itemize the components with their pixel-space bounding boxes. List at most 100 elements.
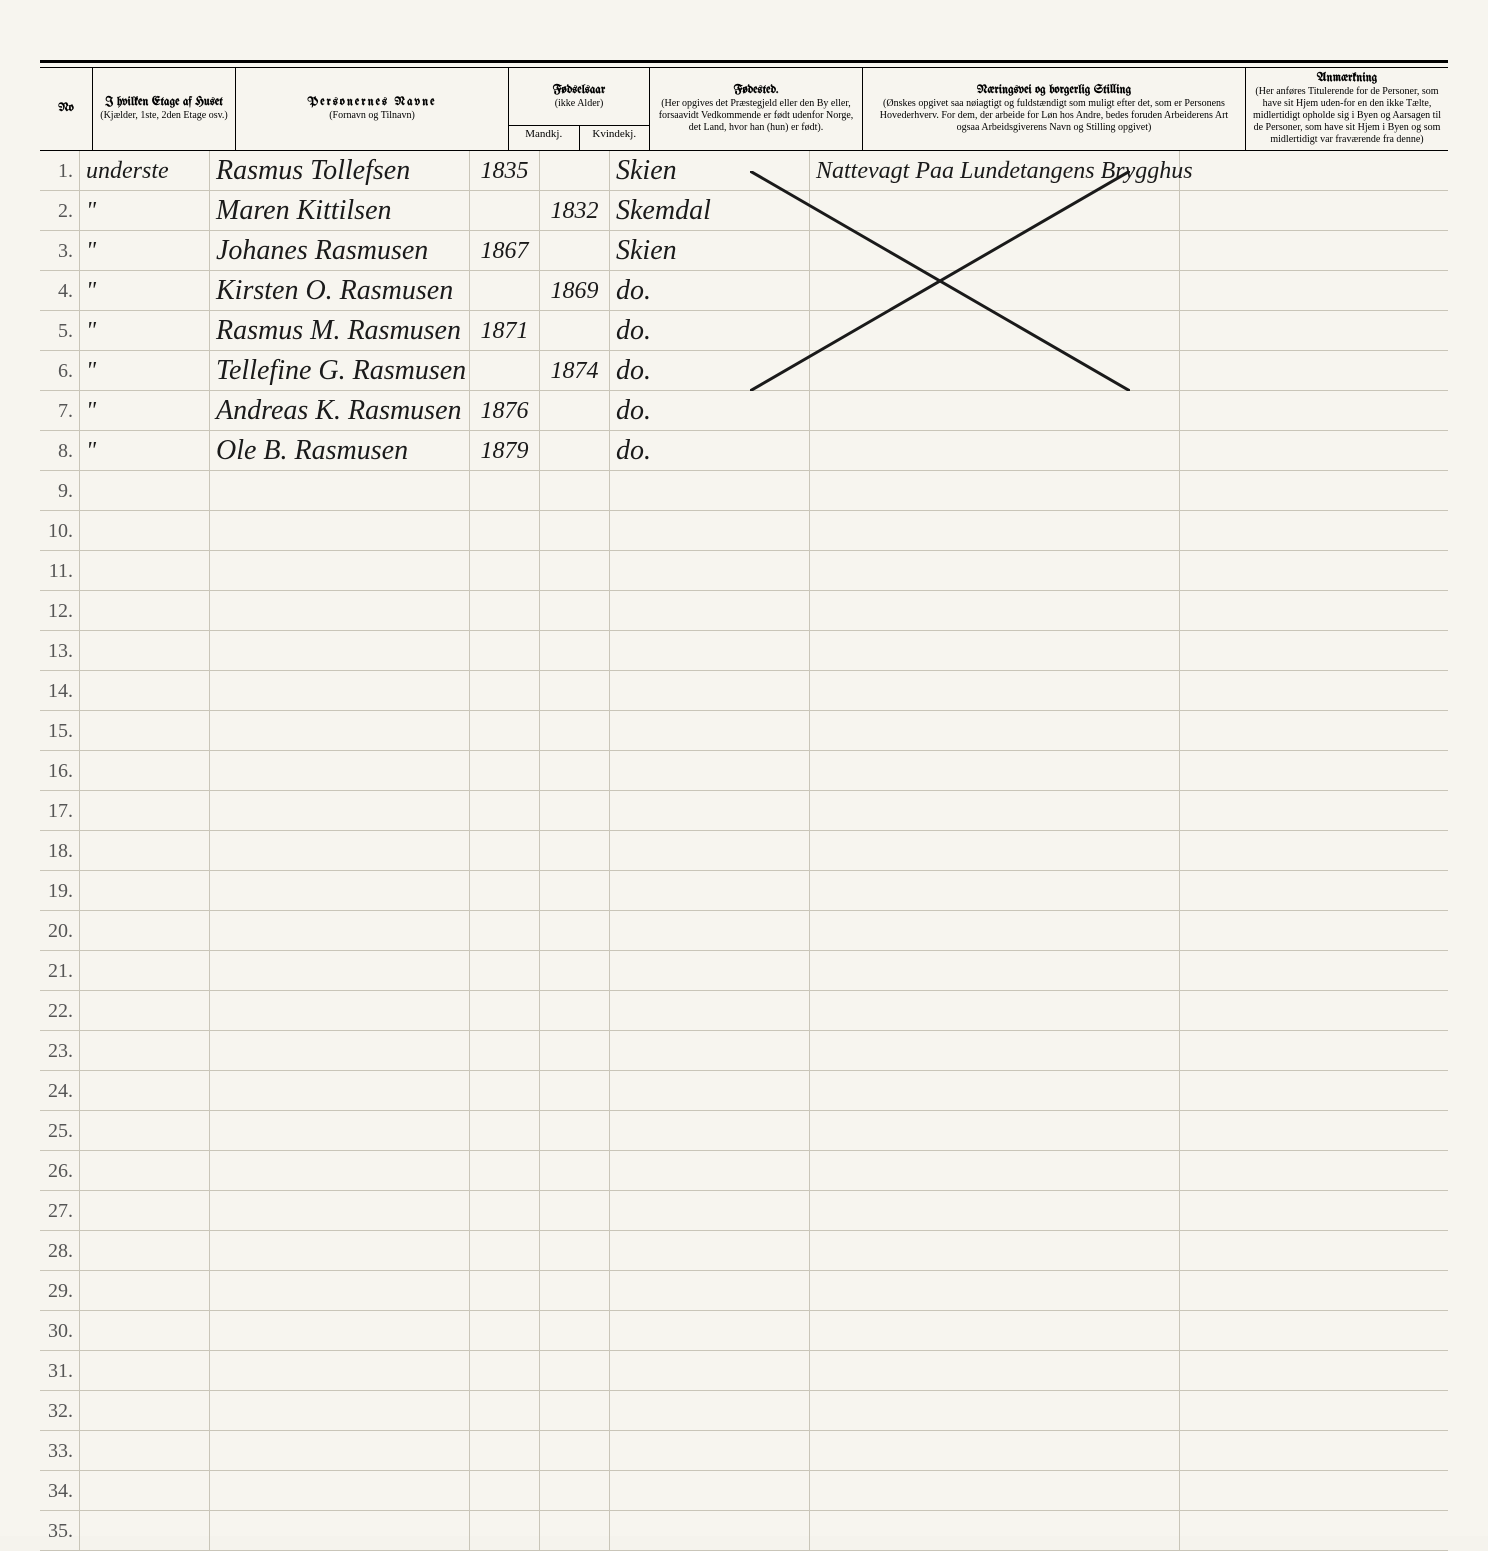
table-row: 11. bbox=[40, 551, 1448, 591]
cell-year-male: 1876 bbox=[470, 391, 540, 431]
cell-name: Ole B. Rasmusen bbox=[210, 431, 470, 471]
row-number: 9. bbox=[40, 471, 80, 511]
row-number: 33. bbox=[40, 1431, 80, 1471]
cell-anm bbox=[1180, 351, 1448, 391]
header-fodested: Fødested. (Her opgives det Præstegjeld e… bbox=[650, 68, 863, 150]
cell-etage: " bbox=[80, 191, 210, 231]
table-row: 7. " Andreas K. Rasmusen 1876 do. bbox=[40, 391, 1448, 431]
cell-year-male bbox=[470, 191, 540, 231]
cell-stilling bbox=[810, 271, 1180, 311]
row-number: 11. bbox=[40, 551, 80, 591]
row-number: 1. bbox=[40, 151, 80, 191]
cell-name: Rasmus M. Rasmusen bbox=[210, 311, 470, 351]
cell-stilling bbox=[810, 311, 1180, 351]
cell-fodested: do. bbox=[610, 431, 810, 471]
row-number: 4. bbox=[40, 271, 80, 311]
row-number: 16. bbox=[40, 751, 80, 791]
table-header: No I hvilken Etage af Huset (Kjælder, 1s… bbox=[40, 67, 1448, 151]
row-number: 26. bbox=[40, 1151, 80, 1191]
row-number: 25. bbox=[40, 1111, 80, 1151]
cell-year-male: 1871 bbox=[470, 311, 540, 351]
table-row: 22. bbox=[40, 991, 1448, 1031]
cell-fodested: do. bbox=[610, 351, 810, 391]
table-row: 34. bbox=[40, 1471, 1448, 1511]
table-row: 17. bbox=[40, 791, 1448, 831]
row-number: 29. bbox=[40, 1271, 80, 1311]
header-year: Fødselsaar (ikke Alder) Mandkj. Kvindekj… bbox=[509, 68, 650, 150]
cell-anm bbox=[1180, 311, 1448, 351]
table-row: 9. bbox=[40, 471, 1448, 511]
table-row: 16. bbox=[40, 751, 1448, 791]
row-number: 32. bbox=[40, 1391, 80, 1431]
cell-year-female bbox=[540, 431, 610, 471]
cell-anm bbox=[1180, 191, 1448, 231]
header-no: No bbox=[40, 68, 93, 150]
row-number: 20. bbox=[40, 911, 80, 951]
header-stilling: Næringsvei og borgerlig Stilling (Ønskes… bbox=[863, 68, 1246, 150]
table-row: 8. " Ole B. Rasmusen 1879 do. bbox=[40, 431, 1448, 471]
table-row: 21. bbox=[40, 951, 1448, 991]
cell-name: Kirsten O. Rasmusen bbox=[210, 271, 470, 311]
header-year-female: Kvindekj. bbox=[580, 126, 650, 150]
row-number: 12. bbox=[40, 591, 80, 631]
cell-etage: " bbox=[80, 311, 210, 351]
row-number: 27. bbox=[40, 1191, 80, 1231]
table-row: 4. " Kirsten O. Rasmusen 1869 do. bbox=[40, 271, 1448, 311]
cell-etage: " bbox=[80, 351, 210, 391]
cell-fodested: do. bbox=[610, 311, 810, 351]
header-anm: Anmærkning (Her anføres Titulerende for … bbox=[1246, 68, 1448, 150]
table-row: 27. bbox=[40, 1191, 1448, 1231]
cell-year-female bbox=[540, 311, 610, 351]
cell-etage: " bbox=[80, 271, 210, 311]
table-row: 35. bbox=[40, 1511, 1448, 1551]
cell-fodested: do. bbox=[610, 391, 810, 431]
table-row: 28. bbox=[40, 1231, 1448, 1271]
cell-fodested: Skien bbox=[610, 231, 810, 271]
cell-name: Tellefine G. Rasmusen bbox=[210, 351, 470, 391]
cell-anm bbox=[1180, 391, 1448, 431]
cell-year-female bbox=[540, 231, 610, 271]
row-number: 6. bbox=[40, 351, 80, 391]
cell-etage: " bbox=[80, 431, 210, 471]
top-rule bbox=[40, 60, 1448, 63]
row-number: 3. bbox=[40, 231, 80, 271]
header-name: Personernes Navne (Fornavn og Tilnavn) bbox=[236, 68, 509, 150]
cell-year-female: 1874 bbox=[540, 351, 610, 391]
table-row: 18. bbox=[40, 831, 1448, 871]
row-number: 19. bbox=[40, 871, 80, 911]
table-row: 2. " Maren Kittilsen 1832 Skemdal bbox=[40, 191, 1448, 231]
row-number: 7. bbox=[40, 391, 80, 431]
cell-fodested: Skien bbox=[610, 151, 810, 191]
cell-year-male: 1879 bbox=[470, 431, 540, 471]
table-row: 5. " Rasmus M. Rasmusen 1871 do. bbox=[40, 311, 1448, 351]
row-number: 31. bbox=[40, 1351, 80, 1391]
header-year-male: Mandkj. bbox=[509, 126, 580, 150]
row-number: 18. bbox=[40, 831, 80, 871]
row-number: 22. bbox=[40, 991, 80, 1031]
row-number: 21. bbox=[40, 951, 80, 991]
table-row: 26. bbox=[40, 1151, 1448, 1191]
row-number: 35. bbox=[40, 1511, 80, 1551]
row-number: 24. bbox=[40, 1071, 80, 1111]
table-body: 1. underste Rasmus Tollefsen 1835 Skien … bbox=[40, 151, 1448, 1551]
cell-etage: " bbox=[80, 391, 210, 431]
cell-year-male: 1835 bbox=[470, 151, 540, 191]
table-row: 6. " Tellefine G. Rasmusen 1874 do. bbox=[40, 351, 1448, 391]
cell-year-male bbox=[470, 271, 540, 311]
table-row: 12. bbox=[40, 591, 1448, 631]
row-number: 34. bbox=[40, 1471, 80, 1511]
table-row: 14. bbox=[40, 671, 1448, 711]
table-row: 1. underste Rasmus Tollefsen 1835 Skien … bbox=[40, 151, 1448, 191]
table-row: 31. bbox=[40, 1351, 1448, 1391]
cell-fodested: Skemdal bbox=[610, 191, 810, 231]
table-row: 10. bbox=[40, 511, 1448, 551]
cell-stilling bbox=[810, 191, 1180, 231]
cell-stilling bbox=[810, 231, 1180, 271]
cell-etage: " bbox=[80, 231, 210, 271]
table-row: 29. bbox=[40, 1271, 1448, 1311]
row-number: 10. bbox=[40, 511, 80, 551]
cell-anm bbox=[1180, 271, 1448, 311]
row-number: 30. bbox=[40, 1311, 80, 1351]
row-number: 5. bbox=[40, 311, 80, 351]
table-row: 33. bbox=[40, 1431, 1448, 1471]
